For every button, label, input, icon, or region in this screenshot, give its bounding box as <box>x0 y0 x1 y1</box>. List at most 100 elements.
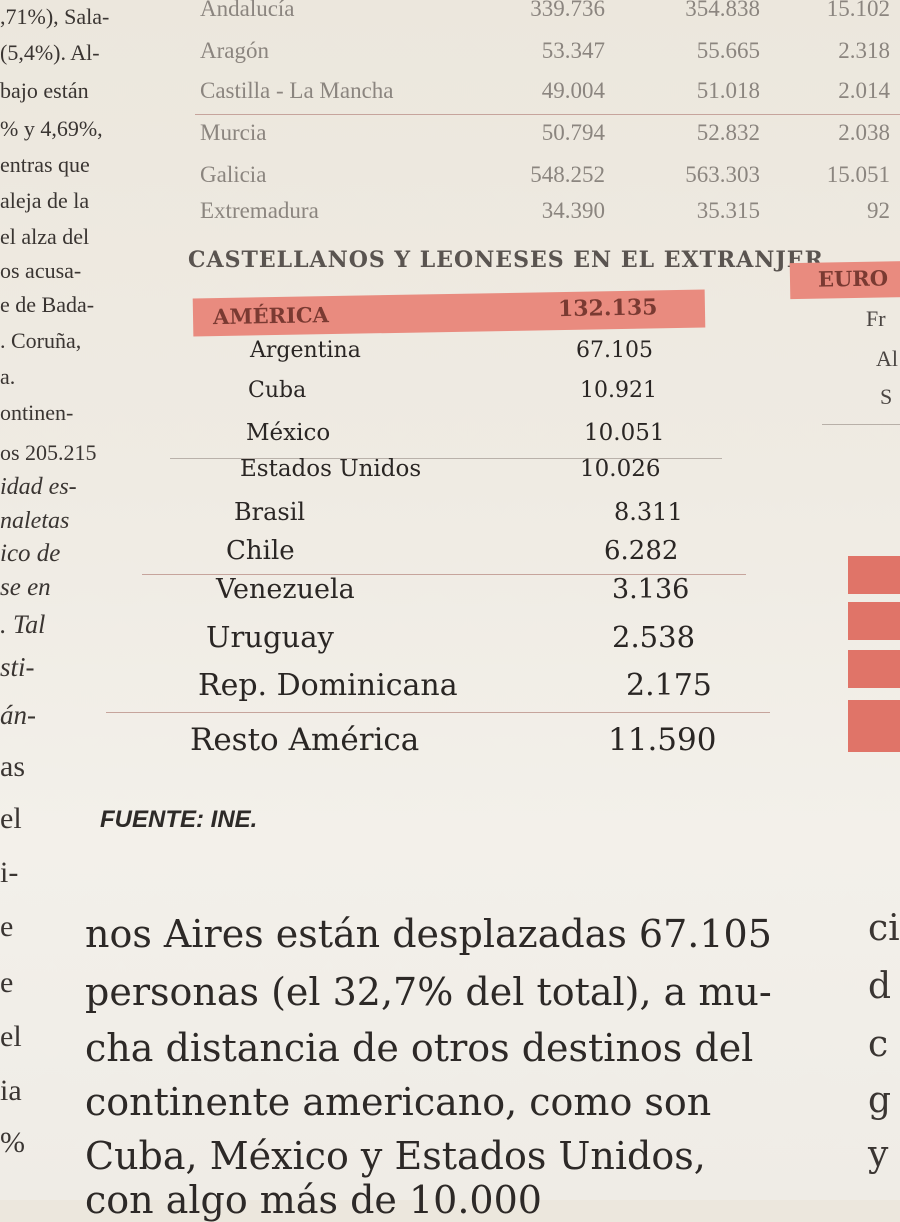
table-row: Extremadura 34.390 35.315 92 <box>0 198 900 238</box>
text-line: os 205.215 <box>0 440 97 465</box>
value-3: 2.014 <box>838 78 890 103</box>
body-line: nos Aires están desplazadas 67.105 <box>85 912 772 956</box>
region-name: Extremadura <box>200 198 319 223</box>
region-name: Castilla - La Mancha <box>200 78 394 103</box>
table-row: Galicia 548.252 563.303 15.051 <box>0 162 900 202</box>
color-block <box>848 700 900 752</box>
text-line: % <box>0 1126 25 1159</box>
text-line: ia <box>0 1074 22 1107</box>
table-row: Murcia 50.794 52.832 2.038 <box>0 120 900 160</box>
section-heading: CASTELLANOS Y LEONESES EN EL EXTRANJER <box>188 247 824 273</box>
america-label: AMÉRICA <box>212 302 330 330</box>
color-block <box>848 556 900 594</box>
text-line: y <box>868 1134 889 1175</box>
europa-item: Al <box>876 346 898 371</box>
country-name: Cuba <box>248 378 307 403</box>
value-1: 548.252 <box>530 162 605 187</box>
country-value: 67.105 <box>576 338 653 363</box>
body-line: cha distancia de otros destinos del <box>85 1026 754 1070</box>
table-row: Andalucía 339.736 354.838 15.102 <box>0 0 900 36</box>
value-2: 55.665 <box>696 38 760 63</box>
value-1: 49.004 <box>541 78 605 103</box>
text-line: as <box>0 750 25 783</box>
country-value: 2.175 <box>626 668 712 703</box>
europa-item: Fr <box>866 306 886 331</box>
country-value: 2.538 <box>612 620 696 654</box>
text-line: . Tal <box>0 610 46 639</box>
text-line: án- <box>0 700 36 730</box>
region-name: Andalucía <box>200 0 295 21</box>
text-line: ico de <box>0 540 61 567</box>
color-block <box>848 650 900 688</box>
america-total: 132.135 <box>557 294 658 323</box>
row-divider <box>106 712 770 713</box>
row-divider <box>170 458 722 459</box>
row-divider <box>142 574 746 575</box>
text-line: e <box>0 910 14 943</box>
text-line: ontinen- <box>0 400 74 425</box>
country-name: Chile <box>226 536 295 566</box>
value-3: 15.102 <box>826 0 890 21</box>
value-2: 563.303 <box>685 162 760 187</box>
value-3: 92 <box>867 198 890 223</box>
europa-band: EURO <box>789 260 900 300</box>
table-row: Castilla - La Mancha 49.004 51.018 2.014 <box>0 78 900 118</box>
table-row: Aragón 53.347 55.665 2.318 <box>0 38 900 78</box>
text-line: el <box>0 1020 22 1053</box>
value-1: 50.794 <box>541 120 605 145</box>
text-line: . Coruña, <box>0 328 82 353</box>
text-line: se en <box>0 574 51 601</box>
text-line: entras que <box>0 152 90 177</box>
source-note: FUENTE: INE. <box>100 806 258 833</box>
value-3: 15.051 <box>826 162 890 187</box>
europa-label: EURO <box>817 265 889 292</box>
text-line: e de Bada- <box>0 292 95 317</box>
row-divider <box>822 424 900 425</box>
text-line: bajo están <box>0 78 89 103</box>
value-2: 35.315 <box>696 198 760 223</box>
country-name: Argentina <box>250 338 361 363</box>
country-name: Estados Unidos <box>240 456 422 482</box>
color-block <box>848 602 900 640</box>
country-name: Venezuela <box>216 574 355 605</box>
text-line: a. <box>0 364 16 389</box>
text-line: el <box>0 802 22 835</box>
value-1: 34.390 <box>541 198 605 223</box>
value-2: 51.018 <box>696 78 760 103</box>
country-value: 8.311 <box>614 498 683 526</box>
country-name: Brasil <box>234 498 306 526</box>
country-name: Rep. Dominicana <box>198 668 458 703</box>
text-line: sti- <box>0 652 35 682</box>
text-line: ,71%), Sala- <box>0 4 110 29</box>
text-line: d <box>868 966 892 1007</box>
row-divider <box>195 114 900 115</box>
europa-item: S <box>880 384 893 409</box>
value-1: 339.736 <box>530 0 605 21</box>
value-3: 2.038 <box>838 120 890 145</box>
text-line: os acusa- <box>0 258 82 283</box>
text-line: e <box>0 966 14 999</box>
country-value: 10.026 <box>580 456 661 482</box>
region-name: Galicia <box>200 162 267 187</box>
text-line: % y 4,69%, <box>0 116 103 141</box>
text-line: el alza del <box>0 224 90 249</box>
body-line: personas (el 32,7% del total), a mu- <box>85 970 772 1014</box>
text-line: (5,4%). Al- <box>0 40 100 65</box>
region-name: Aragón <box>200 38 269 63</box>
value-2: 52.832 <box>696 120 760 145</box>
country-value: 3.136 <box>612 574 690 605</box>
country-value: 6.282 <box>604 536 679 566</box>
text-line: idad es- <box>0 474 77 500</box>
text-line: naletas <box>0 508 70 534</box>
country-name: Uruguay <box>206 620 334 654</box>
country-name: México <box>246 420 331 446</box>
value-1: 53.347 <box>541 38 605 63</box>
body-line: Cuba, México y Estados Unidos, <box>85 1134 706 1178</box>
text-line: c <box>868 1024 889 1065</box>
text-line: i- <box>0 856 19 889</box>
country-value: 10.051 <box>584 420 665 446</box>
value-3: 2.318 <box>838 38 890 63</box>
country-value: 11.590 <box>608 722 717 758</box>
country-name: Resto América <box>190 722 420 758</box>
text-line: aleja de la <box>0 188 90 213</box>
